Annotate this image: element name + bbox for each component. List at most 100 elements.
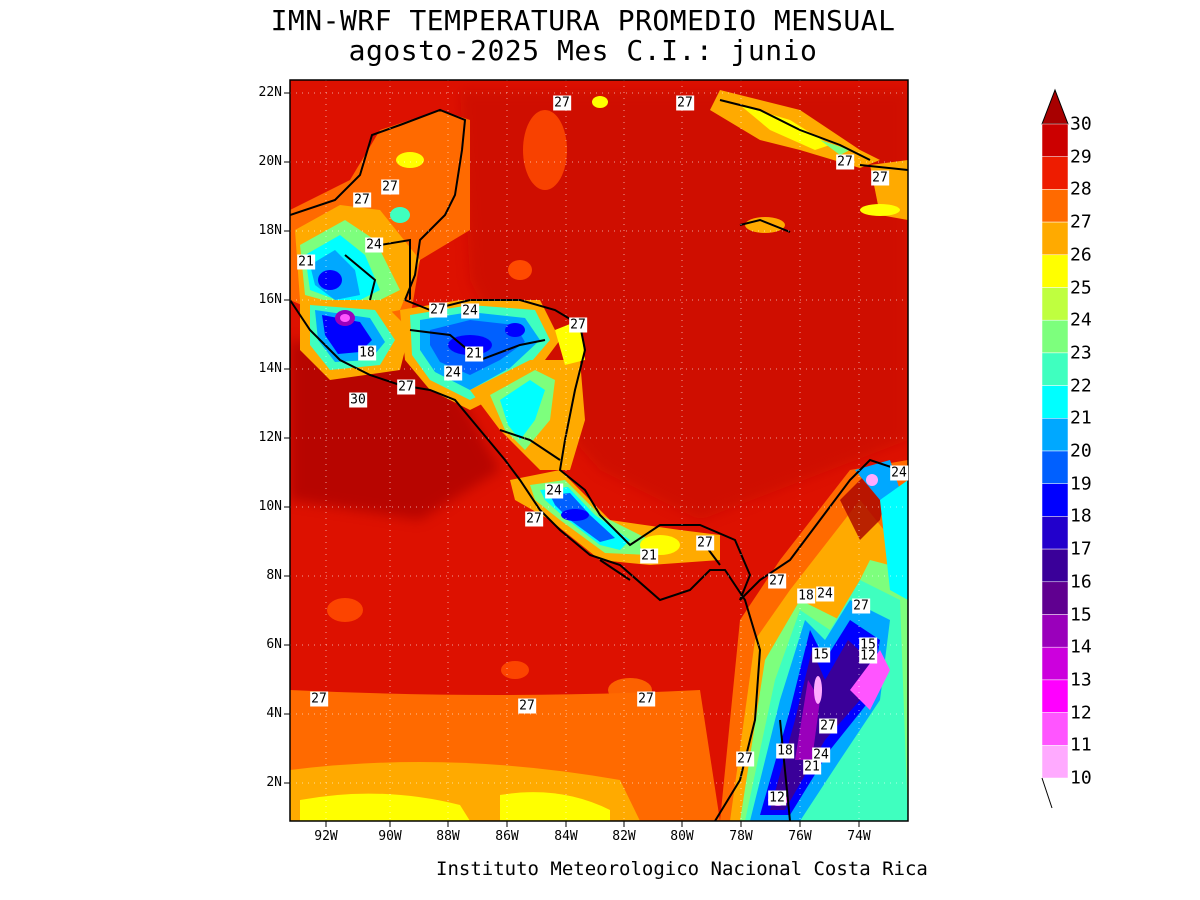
lat-label: 16N bbox=[258, 292, 282, 307]
lat-label: 22N bbox=[258, 85, 282, 100]
axis-ticks bbox=[284, 92, 860, 827]
colorbar-label: 26 bbox=[1070, 244, 1092, 266]
contour-label: 12 bbox=[859, 648, 877, 664]
contour-label: 27 bbox=[553, 95, 571, 111]
lat-label: 18N bbox=[258, 223, 282, 238]
lat-label: 12N bbox=[258, 430, 282, 445]
contour-label: 30 bbox=[349, 392, 367, 408]
lat-label: 6N bbox=[266, 637, 282, 652]
contour-label: 27 bbox=[819, 718, 837, 734]
contour-label: 24 bbox=[816, 586, 834, 602]
contour-label: 21 bbox=[465, 346, 483, 362]
colorbar bbox=[1041, 88, 1069, 809]
contour-label: 27 bbox=[852, 598, 870, 614]
lon-label: 82W bbox=[612, 829, 636, 844]
colorbar-swatch bbox=[1041, 254, 1069, 288]
colorbar-label: 14 bbox=[1070, 636, 1092, 658]
colorbar-swatch bbox=[1041, 156, 1069, 190]
colorbar-label: 12 bbox=[1070, 702, 1092, 724]
contour-label: 24 bbox=[890, 465, 908, 481]
colorbar-swatch bbox=[1041, 646, 1069, 681]
lat-label: 4N bbox=[266, 706, 282, 721]
colorbar-swatch bbox=[1041, 385, 1069, 419]
colorbar-swatch bbox=[1041, 287, 1069, 321]
lon-label: 88W bbox=[436, 829, 460, 844]
colorbar-swatch bbox=[1041, 483, 1069, 517]
contour-label: 27 bbox=[836, 154, 854, 170]
colorbar-label: 25 bbox=[1070, 277, 1092, 298]
lon-label: 74W bbox=[847, 829, 871, 844]
colorbar-label: 23 bbox=[1070, 342, 1092, 364]
lat-label: 10N bbox=[258, 499, 282, 514]
lon-label: 90W bbox=[378, 829, 402, 844]
colorbar-label: 15 bbox=[1070, 604, 1092, 625]
contour-label: 27 bbox=[736, 751, 754, 767]
colorbar-swatch bbox=[1041, 548, 1069, 583]
lon-label: 86W bbox=[495, 829, 519, 844]
colorbar-swatch bbox=[1041, 712, 1069, 746]
contour-label: 27 bbox=[429, 302, 447, 318]
colorbar-top-arrow bbox=[1041, 88, 1069, 125]
colorbar-swatch bbox=[1041, 614, 1069, 648]
lat-label: 2N bbox=[266, 775, 282, 790]
colorbar-label: 11 bbox=[1070, 734, 1092, 756]
contour-label: 27 bbox=[768, 573, 786, 589]
colorbar-label: 19 bbox=[1070, 473, 1092, 495]
graticule bbox=[290, 80, 908, 821]
lon-label: 80W bbox=[670, 829, 694, 844]
colorbar-swatch bbox=[1041, 581, 1069, 615]
colorbar-swatch bbox=[1041, 123, 1069, 157]
institution-credit: Instituto Meteorologico Nacional Costa R… bbox=[436, 858, 928, 880]
colorbar-swatch bbox=[1041, 516, 1069, 550]
contour-label: 24 bbox=[461, 303, 479, 319]
temperature-field bbox=[290, 80, 908, 821]
lat-label: 20N bbox=[258, 154, 282, 169]
colorbar-swatch bbox=[1041, 221, 1069, 256]
contour-label: 27 bbox=[871, 170, 889, 186]
lon-label: 84W bbox=[554, 829, 578, 844]
map-subtitle: agosto-2025 Mes C.I.: junio bbox=[348, 34, 818, 67]
colorbar-swatch bbox=[1041, 189, 1069, 223]
colorbar-swatch bbox=[1041, 418, 1069, 452]
contour-label: 15 bbox=[812, 647, 830, 663]
contour-label: 27 bbox=[696, 535, 714, 551]
lon-label: 92W bbox=[314, 829, 338, 844]
contour-label: 24 bbox=[444, 365, 462, 381]
contour-label: 18 bbox=[797, 588, 815, 604]
lat-label: 14N bbox=[258, 361, 282, 376]
colorbar-label: 20 bbox=[1070, 440, 1092, 462]
contour-label: 24 bbox=[545, 483, 563, 499]
contour-label: 27 bbox=[676, 95, 694, 111]
colorbar-label: 30 bbox=[1070, 113, 1092, 135]
colorbar-swatch bbox=[1041, 745, 1069, 779]
contour-label: 21 bbox=[297, 254, 315, 270]
colorbar-label: 17 bbox=[1070, 538, 1092, 560]
colorbar-label: 29 bbox=[1070, 146, 1092, 168]
contour-label: 21 bbox=[640, 548, 658, 564]
colorbar-bottom-tail bbox=[1041, 777, 1053, 809]
contour-label: 24 bbox=[365, 237, 383, 253]
lat-label: 8N bbox=[266, 568, 282, 583]
contour-label: 27 bbox=[569, 317, 587, 333]
contour-label: 24 bbox=[812, 747, 830, 763]
contour-label: 12 bbox=[768, 790, 786, 806]
contour-label: 27 bbox=[381, 179, 399, 195]
colorbar-swatch bbox=[1041, 679, 1069, 713]
contour-label: 27 bbox=[397, 379, 415, 395]
contour-label: 27 bbox=[353, 192, 371, 208]
colorbar-label: 21 bbox=[1070, 407, 1092, 429]
contour-label: 18 bbox=[776, 743, 794, 759]
colorbar-label: 18 bbox=[1070, 505, 1092, 527]
contour-label: 27 bbox=[637, 691, 655, 707]
colorbar-label: 16 bbox=[1070, 571, 1092, 593]
colorbar-swatch bbox=[1041, 352, 1069, 386]
colorbar-label: 22 bbox=[1070, 375, 1092, 397]
contour-label: 21 bbox=[803, 759, 821, 775]
colorbar-label: 24 bbox=[1070, 309, 1092, 331]
colorbar-label: 13 bbox=[1070, 669, 1092, 691]
contour-label: 27 bbox=[518, 698, 536, 714]
colorbar-label: 27 bbox=[1070, 211, 1092, 233]
map-frame bbox=[289, 79, 909, 822]
map-title: IMN-WRF TEMPERATURA PROMEDIO MENSUAL bbox=[270, 4, 896, 37]
